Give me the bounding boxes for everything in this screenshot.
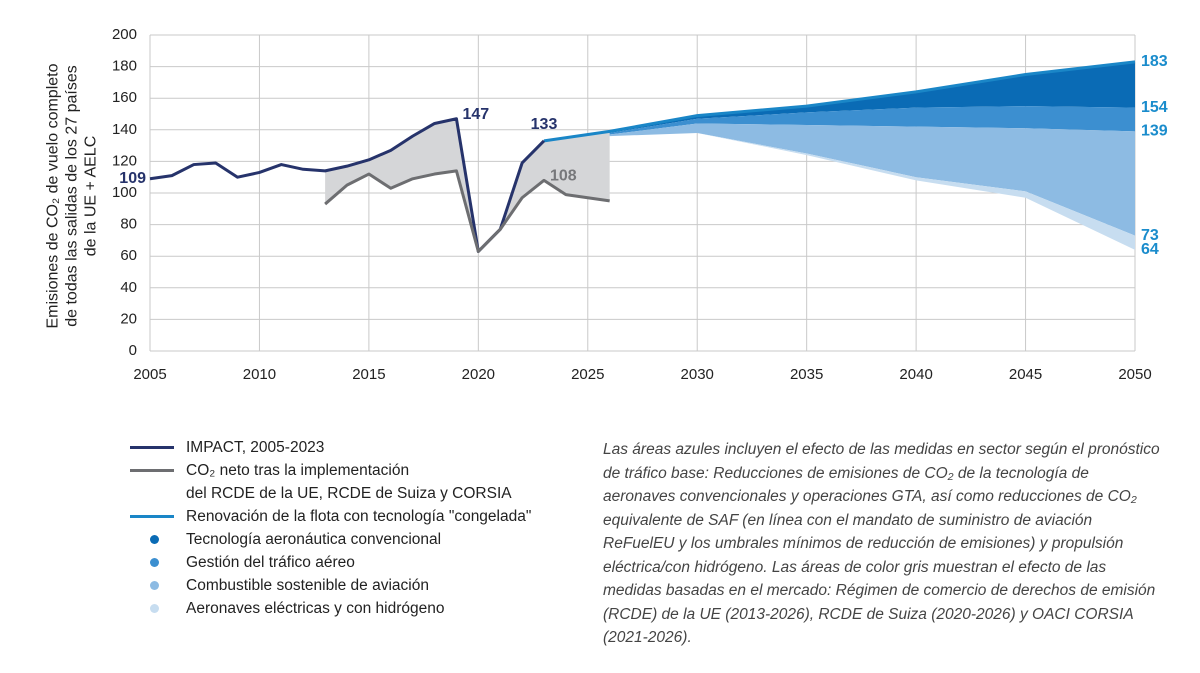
y-tick-label: 160 <box>112 89 137 106</box>
data-label: 133 <box>531 116 558 133</box>
x-tick-label: 2025 <box>571 366 604 383</box>
legend-label: CO₂ neto tras la implementación del RCDE… <box>186 462 512 502</box>
legend-swatch <box>130 459 174 482</box>
legend-swatch <box>130 551 174 574</box>
band-area <box>544 106 1135 141</box>
y-tick-label: 40 <box>120 279 137 296</box>
x-tick-label: 2005 <box>133 366 166 383</box>
y-tick-label: 0 <box>129 342 137 359</box>
x-tick-label: 2035 <box>790 366 823 383</box>
legend-item: CO₂ neto tras la implementación del RCDE… <box>130 459 531 505</box>
market-area <box>325 118 610 252</box>
x-tick-label: 2015 <box>352 366 385 383</box>
y-tick-label: 100 <box>112 184 137 201</box>
y-tick-label: 200 <box>112 26 137 43</box>
note: Las áreas azules incluyen el efecto de l… <box>603 441 1160 646</box>
y-tick-label: 20 <box>120 310 137 327</box>
y-tick-label: 120 <box>112 152 137 169</box>
legend-item: Renovación de la flota con tecnología "c… <box>130 505 531 528</box>
legend-label: IMPACT, 2005-2023 <box>186 439 325 456</box>
data-label: 154 <box>1141 99 1168 116</box>
data-label: 109 <box>119 170 146 187</box>
legend-label: Combustible sostenible de aviación <box>186 577 429 594</box>
legend-label: Gestión del tráfico aéreo <box>186 554 355 571</box>
x-tick-label: 2050 <box>1118 366 1151 383</box>
y-tick-label: 180 <box>112 58 137 75</box>
legend-swatch <box>130 597 174 620</box>
x-tick-label: 2030 <box>681 366 714 383</box>
data-label: 183 <box>1141 53 1168 70</box>
data-label: 139 <box>1141 123 1168 140</box>
x-tick-label: 2040 <box>899 366 932 383</box>
y-tick-label: 60 <box>120 247 137 264</box>
legend-item: Tecnología aeronáutica convencional <box>130 528 531 551</box>
legend-swatch <box>130 505 174 528</box>
legend: IMPACT, 2005-2023 CO₂ neto tras la implem… <box>130 436 531 620</box>
legend-swatch <box>130 528 174 551</box>
y-tick-label: 140 <box>112 121 137 138</box>
legend-label: Renovación de la flota con tecnología "c… <box>186 508 532 525</box>
x-tick-label: 2010 <box>243 366 276 383</box>
data-label: 147 <box>462 106 489 123</box>
y-axis-label: Emisiones de CO₂ de vuelo completo de to… <box>44 63 100 329</box>
band-area <box>544 123 1135 236</box>
legend-item: Aeronaves eléctricas y con hidrógeno <box>130 597 531 620</box>
y-tick-label: 80 <box>120 216 137 233</box>
band-area <box>544 132 1135 250</box>
legend-item: Combustible sostenible de aviación <box>130 574 531 597</box>
series-line <box>324 169 610 253</box>
legend-item: IMPACT, 2005-2023 <box>130 436 531 459</box>
x-tick-label: 2020 <box>462 366 495 383</box>
data-label: 64 <box>1141 241 1159 258</box>
data-label: 108 <box>550 168 577 185</box>
legend-label: Tecnología aeronáutica convencional <box>186 531 442 548</box>
series-line <box>543 60 1136 143</box>
x-tick-label: 2045 <box>1009 366 1042 383</box>
legend-item: Gestión del tráfico aéreo <box>130 551 531 574</box>
legend-swatch <box>130 574 174 597</box>
data-label: 73 <box>1141 227 1159 244</box>
legend-swatch <box>130 436 174 459</box>
legend-label: Aeronaves eléctricas y con hidrógeno <box>186 600 445 617</box>
